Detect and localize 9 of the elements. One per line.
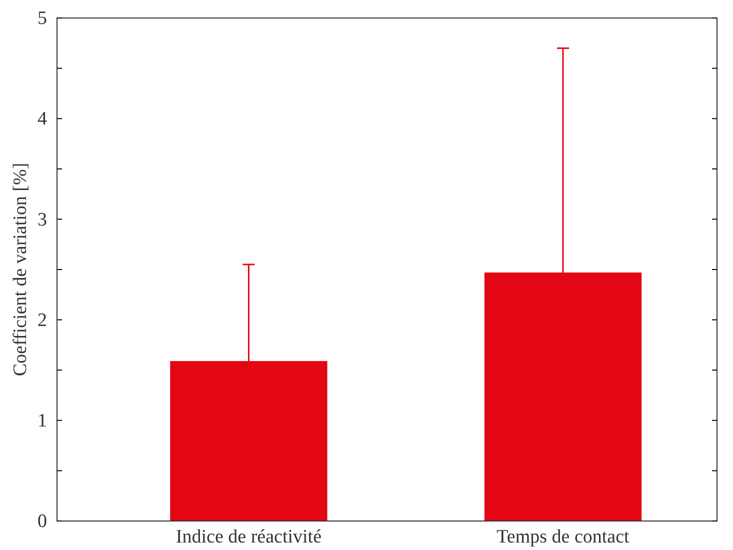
x-tick-label: Temps de contact [496,526,630,548]
y-tick-label: 5 [38,8,47,30]
x-tick-label: Indice de réactivité [176,526,322,548]
y-tick-label: 1 [38,410,47,432]
y-axis-title: Coefficient de variation [%] [10,162,31,376]
y-tick-label: 0 [38,511,47,532]
y-tick-label: 4 [38,108,48,130]
y-tick-label: 2 [38,310,47,331]
y-tick-label: 3 [38,209,47,230]
